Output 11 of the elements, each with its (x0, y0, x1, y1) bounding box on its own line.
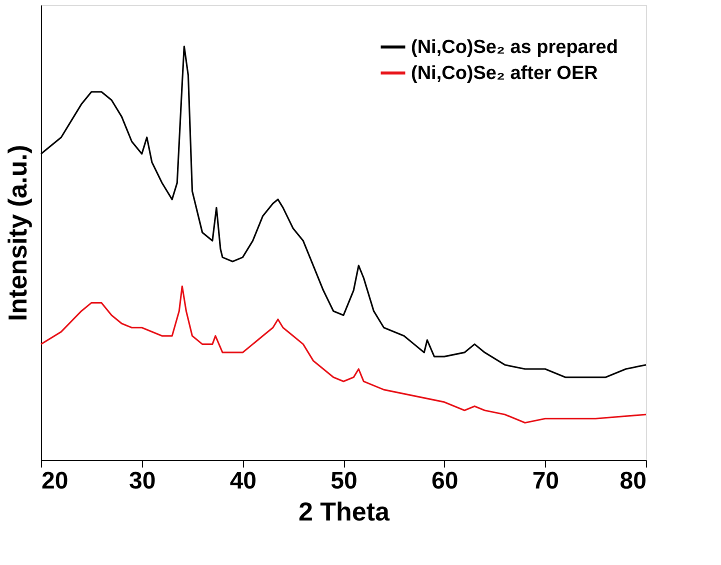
legend-label: (Ni,Co)Se₂ as prepared (411, 37, 618, 58)
x-tick-label: 50 (330, 468, 358, 494)
x-tick-label: 60 (431, 468, 458, 494)
x-tick-label: 40 (230, 468, 257, 494)
x-tick-label: 20 (42, 468, 68, 494)
x-tick-label: 70 (532, 468, 560, 494)
legend-label: (Ni,Co)Se₂ after OER (411, 63, 598, 84)
x-tick-label: 30 (128, 468, 156, 494)
y-axis-title: Intensity (a.u.) (2, 144, 32, 322)
x-tick-label: 80 (620, 468, 646, 494)
x-axis-title: 2 Theta (298, 496, 390, 526)
